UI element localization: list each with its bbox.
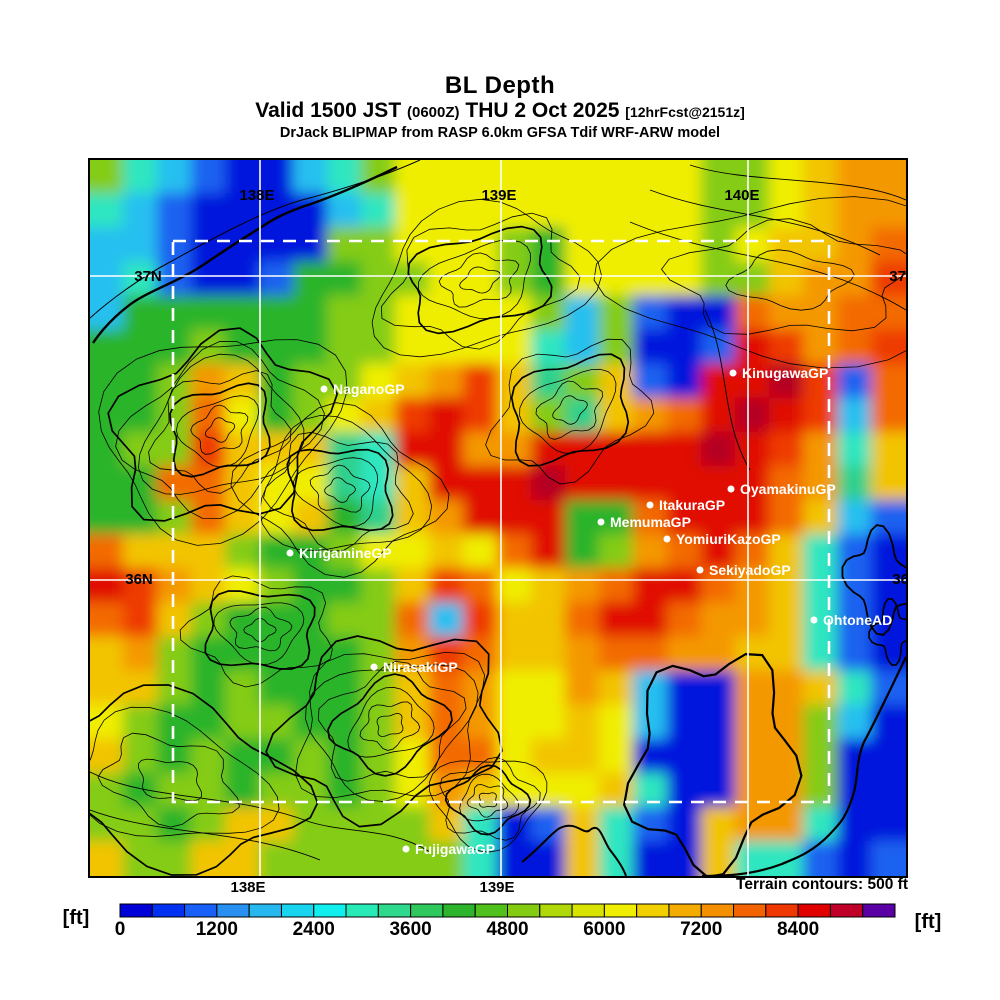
page-title: BL Depth xyxy=(444,72,556,99)
station-marker: YomiuriKazoGP xyxy=(663,531,781,547)
station-label: FujigawaGP xyxy=(415,841,495,857)
valid-zulu: (0600Z) xyxy=(407,104,460,121)
coord-label: 36N xyxy=(892,571,906,588)
terrain-contours-note: Terrain contours: 500 ft xyxy=(736,876,908,893)
coord-label: 138E xyxy=(239,187,274,204)
station-label: YomiuriKazoGP xyxy=(676,531,781,547)
bl-depth-raster xyxy=(90,160,906,876)
valid-date: THU 2 Oct 2025 xyxy=(465,99,620,122)
station-marker: OyamakinuGP xyxy=(727,481,836,497)
station-marker: MemumaGP xyxy=(597,514,691,530)
stations: NaganoGP KinugawaGP OyamakinuGP ItakuraGPMe… xyxy=(286,365,892,857)
station-marker: SekiyadoGP xyxy=(696,562,791,578)
station-dot xyxy=(402,845,410,853)
model-line: DrJack BLIPMAP from RASP 6.0km GFSA Tdif… xyxy=(279,125,721,141)
station-dot xyxy=(729,369,737,377)
station-dot xyxy=(646,501,654,509)
station-label: OhtoneAD xyxy=(823,612,892,628)
station-marker: NirasakiGP xyxy=(370,659,458,675)
station-dot xyxy=(597,518,605,526)
station-dot xyxy=(663,535,671,543)
colorbar-tick: 8400 xyxy=(777,919,819,940)
coord-label: 140E xyxy=(724,187,759,204)
colorbar-tick: 7200 xyxy=(680,919,722,940)
colorbar: 0 1200 2400 3600 4800 6000 7200 8400 [ft] [ft] xyxy=(63,903,942,940)
bottom-axis-label: 138E xyxy=(230,879,266,896)
colorbar-tick: 4800 xyxy=(486,919,528,940)
coastlines xyxy=(90,160,906,876)
station-label: ItakuraGP xyxy=(659,497,725,513)
station-marker: ItakuraGP xyxy=(646,497,725,513)
colorbar-tick: 3600 xyxy=(389,919,431,940)
domain-box xyxy=(171,239,831,804)
station-dot xyxy=(696,566,704,574)
valid-time-line: Valid 1500 JST (0600Z) THU 2 Oct 2025 [1… xyxy=(0,99,1000,123)
station-label: NirasakiGP xyxy=(383,659,458,675)
station-marker: FujigawaGP xyxy=(402,841,495,857)
colorbar-tick: 1200 xyxy=(196,919,238,940)
station-dot xyxy=(810,616,818,624)
colorbar-segments xyxy=(119,903,896,918)
colorbar-tick: 2400 xyxy=(293,919,335,940)
colorbar-tick: 6000 xyxy=(583,919,625,940)
station-marker: NaganoGP xyxy=(320,381,405,397)
station-dot xyxy=(370,663,378,671)
unit-label-right: [ft] xyxy=(915,911,942,933)
station-marker: OhtoneAD xyxy=(810,612,892,628)
valid-fcst: [12hrFcst@2151z] xyxy=(625,104,745,120)
station-label: NaganoGP xyxy=(333,381,405,397)
station-dot xyxy=(727,485,735,493)
latlon-gridlines xyxy=(90,160,906,876)
colorbar-tick: 0 xyxy=(115,919,126,940)
coord-label: 37N xyxy=(889,268,906,285)
station-dot xyxy=(320,385,328,393)
coord-labels: 138E 139E 140E 37N 37N 36N 36N xyxy=(125,187,906,588)
station-label: KirigamineGP xyxy=(299,545,392,561)
map-canvas: 138E 139E 140E 37N 37N 36N 36N NaganoGP Kinugawa… xyxy=(90,160,906,876)
station-label: KinugawaGP xyxy=(742,365,828,381)
station-marker: KirigamineGP xyxy=(286,545,392,561)
unit-label-left: [ft] xyxy=(63,907,90,929)
station-marker: KinugawaGP xyxy=(729,365,828,381)
coord-label: 139E xyxy=(481,187,516,204)
station-label: OyamakinuGP xyxy=(740,481,836,497)
coord-label: 37N xyxy=(134,268,162,285)
terrain-contours xyxy=(90,164,906,876)
station-label: SekiyadoGP xyxy=(709,562,791,578)
station-label: MemumaGP xyxy=(610,514,691,530)
station-dot xyxy=(286,549,294,557)
coord-label: 36N xyxy=(125,571,153,588)
forecast-map: 138E 139E 140E 37N 37N 36N 36N NaganoGP Kinugawa… xyxy=(88,158,908,878)
bottom-axis-label: 139E xyxy=(479,879,515,896)
valid-prefix: Valid 1500 JST xyxy=(255,99,402,122)
